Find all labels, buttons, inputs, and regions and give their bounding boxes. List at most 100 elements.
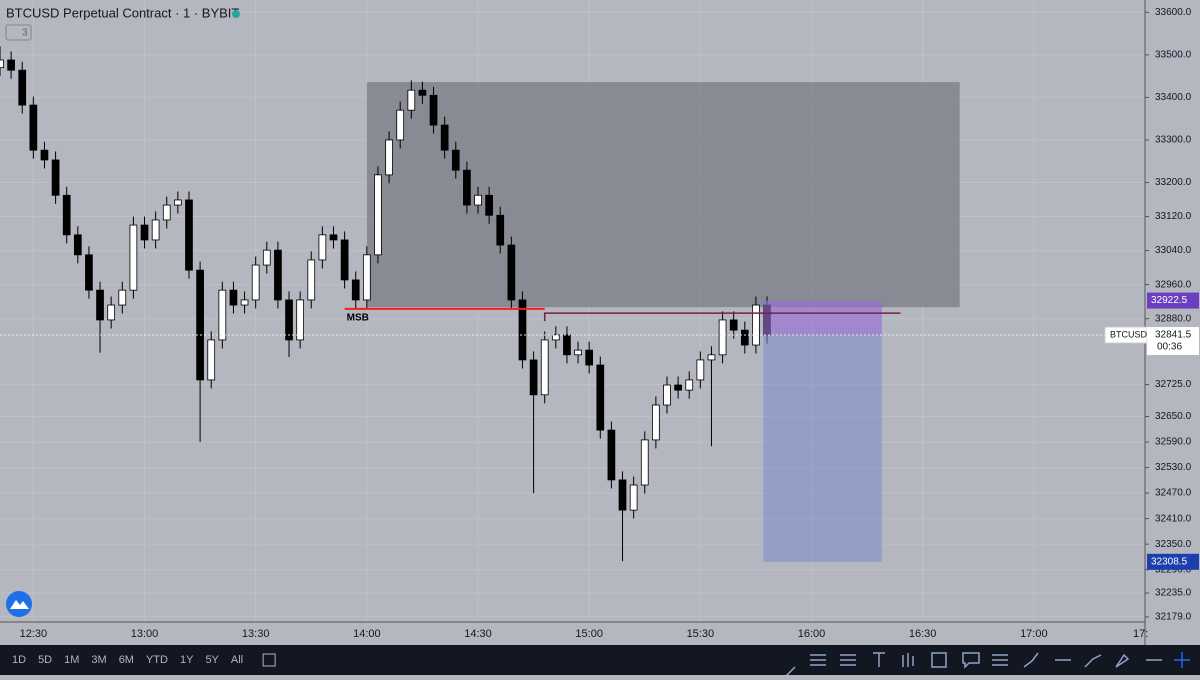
candle-body	[518, 299, 527, 361]
candle-body	[362, 254, 371, 301]
y-tick-label: 32350.0	[1155, 539, 1192, 550]
candle-body	[663, 384, 671, 406]
y-tick-label: 32590.0	[1155, 437, 1192, 448]
x-tick-label: 12:30	[20, 628, 48, 640]
range-button[interactable]: 3M	[91, 654, 106, 666]
candle-body	[463, 169, 471, 206]
tool-pattern[interactable]	[902, 653, 914, 667]
candle-body	[185, 199, 193, 271]
y-tick-label: 32290.0	[1155, 564, 1192, 575]
x-tick-label: 15:30	[687, 628, 715, 640]
last-price-tag	[1147, 327, 1199, 356]
x-tick-label: 13:30	[242, 628, 270, 640]
candle-body	[551, 334, 560, 341]
candle-body	[240, 299, 249, 306]
candle-body	[451, 149, 460, 171]
candle-body	[529, 359, 538, 396]
candle-body	[752, 304, 760, 346]
tool-pitchfork[interactable]	[840, 654, 856, 666]
candle-body	[674, 384, 682, 391]
range-button[interactable]: 5Y	[205, 654, 219, 666]
tool-measure[interactable]	[1084, 654, 1102, 668]
candle-body	[18, 69, 27, 106]
logo-mark	[10, 600, 29, 609]
y-tick-label: 32470.0	[1155, 488, 1192, 499]
y-tick-label: 32725.0	[1155, 379, 1192, 390]
tool-crosshair[interactable]	[1174, 652, 1190, 668]
candle-body	[618, 479, 627, 511]
candle-body	[429, 94, 438, 126]
symbol-title: BTCUSD Perpetual Contract · 1 · BYBIT	[6, 5, 239, 20]
range-button[interactable]: 1M	[64, 654, 79, 666]
x-tick-label: 14:00	[353, 628, 381, 640]
range-button[interactable]: 6M	[119, 654, 134, 666]
badge[interactable]	[5, 24, 32, 41]
candle-body	[563, 334, 571, 356]
y-tick-label: 32530.0	[1155, 462, 1192, 473]
y-tick-label: 32410.0	[1155, 513, 1192, 524]
candle-body	[729, 319, 738, 331]
date-range-button[interactable]	[262, 653, 276, 667]
candle-body	[196, 269, 204, 381]
y-tick-label: 33200.0	[1155, 177, 1192, 188]
x-tick-label: 13:00	[131, 628, 159, 640]
x-tick-label: 15:00	[575, 628, 603, 640]
candle-body	[73, 234, 82, 256]
candle-body	[262, 249, 271, 266]
candle-body	[385, 139, 393, 176]
symbol-tag-text: BTCUSD	[1110, 329, 1148, 339]
y-tick-label: 32880.0	[1155, 313, 1192, 324]
stop-zone	[763, 335, 882, 562]
candle-body	[0, 59, 4, 69]
candle-body	[396, 109, 405, 141]
candle-body	[62, 194, 71, 236]
candle-body	[318, 234, 327, 261]
candle-body	[718, 319, 727, 356]
last-price-text: 32841.5	[1155, 330, 1192, 341]
range-button[interactable]: YTD	[146, 654, 168, 666]
x-tick-label: 14:30	[464, 628, 492, 640]
target-zone	[763, 300, 882, 336]
tool-note[interactable]	[962, 652, 980, 669]
tool-brush[interactable]	[1023, 652, 1039, 668]
range-button[interactable]: 1Y	[180, 654, 194, 666]
candle-body	[418, 89, 427, 96]
y-tick-label: 32650.0	[1155, 411, 1192, 422]
candle-body	[496, 214, 505, 246]
x-tick-label: 17:00	[1020, 628, 1048, 640]
price-axis	[1145, 0, 1200, 645]
candle-body	[296, 299, 304, 341]
candle-body	[96, 289, 104, 321]
candle-body	[207, 339, 216, 381]
level-line	[543, 312, 901, 322]
candle-body	[129, 224, 138, 291]
candle-body	[140, 224, 149, 241]
candle-body	[29, 104, 38, 151]
tool-magnet[interactable]	[1115, 653, 1130, 668]
candle-body	[407, 89, 416, 111]
candle-body	[174, 199, 182, 206]
drawing-tools	[780, 652, 1190, 680]
msb-label: MSB	[347, 313, 369, 324]
tool-rect[interactable]	[931, 652, 947, 668]
tool-list[interactable]	[992, 654, 1008, 666]
range-button[interactable]: All	[231, 654, 243, 666]
candle-body	[162, 204, 171, 221]
candle-body	[596, 364, 605, 431]
countdown-text: 00:36	[1157, 342, 1182, 353]
x-tick-label: 16:30	[909, 628, 937, 640]
candle-body	[740, 329, 749, 346]
tool-fib[interactable]	[810, 654, 826, 666]
candle-body	[229, 289, 238, 306]
candle-body	[329, 234, 338, 241]
tool-text[interactable]	[873, 652, 885, 667]
candle-body	[7, 59, 15, 71]
range-button[interactable]: 5D	[38, 654, 52, 666]
stop-tag	[1147, 553, 1199, 570]
candle-body	[685, 379, 694, 391]
x-tick-label: 17:	[1133, 628, 1148, 640]
range-button[interactable]: 1D	[12, 654, 26, 666]
candle-body	[440, 124, 449, 151]
